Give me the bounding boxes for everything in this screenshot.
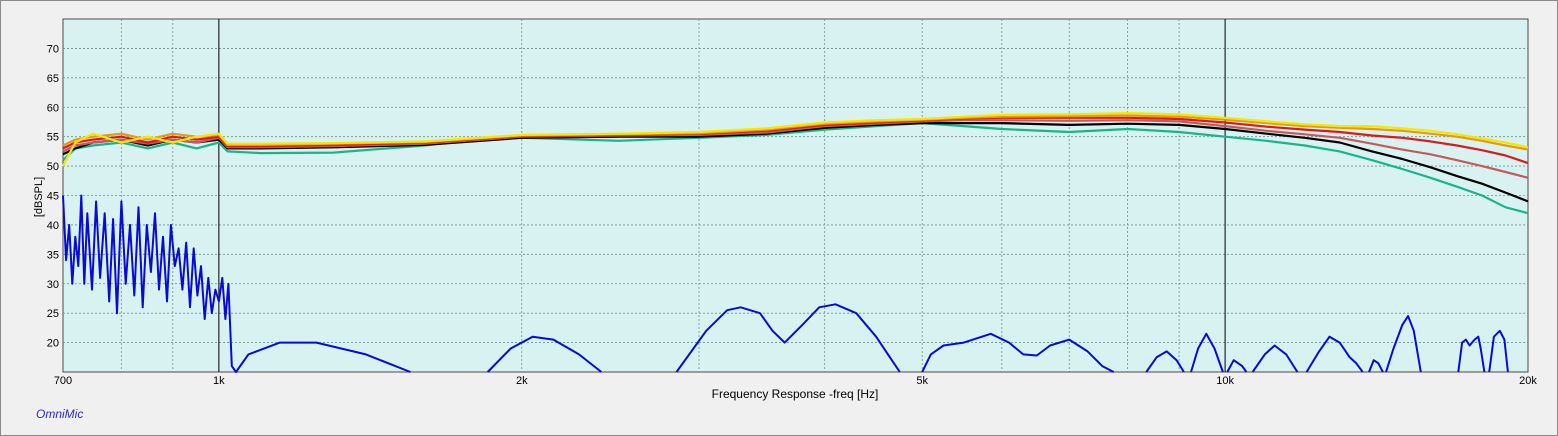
y-tick-label: 65 [47, 73, 59, 85]
y-tick-label: 55 [47, 132, 59, 144]
x-tick-label: 700 [54, 375, 72, 387]
series-line-6 [62, 194, 411, 373]
series-line-8 [675, 303, 901, 373]
series-group [62, 111, 1529, 373]
series-line-12 [1226, 359, 1248, 373]
brand-label: OmniMic [36, 407, 84, 421]
x-tick-label: 1k [213, 375, 225, 387]
x-tick-label: 20k [1519, 375, 1537, 387]
y-tick-label: 60 [47, 102, 59, 114]
x-tick-label: 2k [516, 375, 528, 387]
y-tick-label: 30 [47, 279, 59, 291]
series-line-0 [62, 121, 1529, 215]
x-tick-label: 10k [1216, 375, 1234, 387]
grid-lines [63, 19, 1528, 372]
series-line-17 [1457, 335, 1486, 373]
y-tick-label: 25 [47, 308, 59, 320]
y-axis-label: [dBSPL] [33, 177, 45, 217]
x-tick-labels: 700 1k 2k 5k 10k 20k [54, 375, 1538, 387]
series-line-14 [1305, 335, 1364, 373]
series-line-15 [1368, 359, 1384, 373]
series-line-9 [921, 332, 1115, 373]
x-tick-label: 5k [916, 375, 928, 387]
series-line-2 [62, 119, 1529, 179]
series-line-7 [486, 335, 603, 373]
series-line-16 [1385, 315, 1422, 373]
y-tick-label: 50 [47, 161, 59, 173]
series-line-5 [62, 111, 1529, 167]
y-tick-label: 20 [47, 338, 59, 350]
series-line-11 [1190, 332, 1224, 373]
y-tick-label: 40 [47, 220, 59, 232]
series-line-10 [1145, 350, 1185, 373]
y-tick-label: 45 [47, 191, 59, 203]
series-line-4 [62, 114, 1529, 151]
y-tick-label: 70 [47, 43, 59, 55]
y-tick-label: 35 [47, 249, 59, 261]
series-line-18 [1488, 329, 1509, 373]
y-tick-labels: 20 25 30 35 40 45 50 55 60 65 70 [47, 43, 59, 349]
series-line-13 [1251, 344, 1299, 373]
x-axis-label: Frequency Response -freq [Hz] [712, 387, 879, 401]
